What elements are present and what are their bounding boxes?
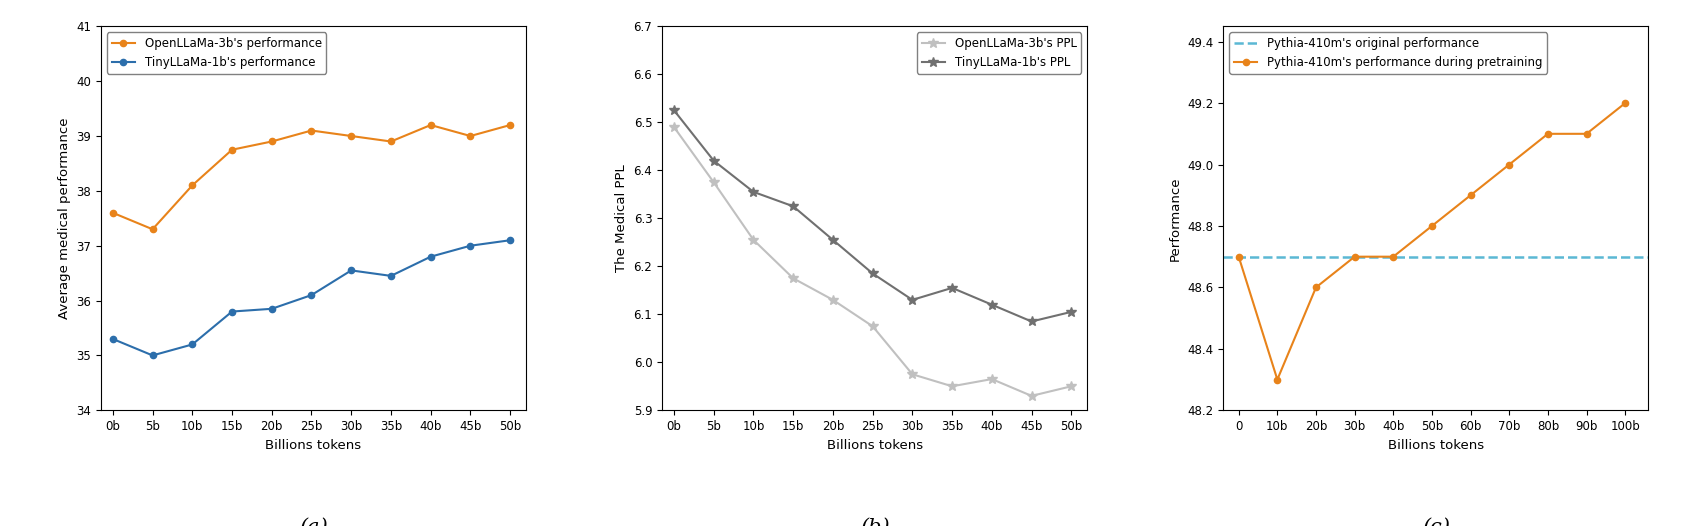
TinyLLaMa-1b's PPL bbox=[1021, 318, 1041, 325]
Pythia-410m's original performance bbox=[1228, 254, 1248, 260]
Pythia-410m's performance during pretraining bbox=[1305, 284, 1325, 290]
OpenLLaMa-3b's PPL bbox=[982, 376, 1002, 382]
TinyLLaMa-1b's performance bbox=[182, 341, 202, 348]
TinyLLaMa-1b's performance bbox=[301, 292, 321, 298]
Pythia-410m's original performance bbox=[1233, 254, 1253, 260]
TinyLLaMa-1b's performance bbox=[222, 308, 242, 315]
X-axis label: Billions tokens: Billions tokens bbox=[1388, 439, 1484, 451]
Pythia-410m's performance during pretraining bbox=[1499, 161, 1519, 168]
Pythia-410m's performance during pretraining bbox=[1615, 100, 1635, 106]
Line: TinyLLaMa-1b's PPL: TinyLLaMa-1b's PPL bbox=[669, 105, 1076, 326]
OpenLLaMa-3b's performance bbox=[222, 147, 242, 153]
OpenLLaMa-3b's performance bbox=[262, 138, 283, 145]
Legend: OpenLLaMa-3b's performance, TinyLLaMa-1b's performance: OpenLLaMa-3b's performance, TinyLLaMa-1b… bbox=[108, 32, 326, 74]
Y-axis label: The Medical PPL: The Medical PPL bbox=[616, 165, 627, 272]
Y-axis label: Performance: Performance bbox=[1169, 176, 1182, 260]
Line: TinyLLaMa-1b's performance: TinyLLaMa-1b's performance bbox=[109, 237, 513, 359]
Y-axis label: Average medical performance: Average medical performance bbox=[57, 117, 71, 319]
X-axis label: Billions tokens: Billions tokens bbox=[266, 439, 362, 451]
TinyLLaMa-1b's PPL bbox=[664, 107, 685, 114]
Line: OpenLLaMa-3b's performance: OpenLLaMa-3b's performance bbox=[109, 122, 513, 232]
OpenLLaMa-3b's performance bbox=[420, 122, 441, 128]
TinyLLaMa-1b's performance bbox=[461, 242, 481, 249]
Legend: OpenLLaMa-3b's PPL, TinyLLaMa-1b's PPL: OpenLLaMa-3b's PPL, TinyLLaMa-1b's PPL bbox=[917, 32, 1082, 74]
Pythia-410m's performance during pretraining bbox=[1228, 254, 1248, 260]
TinyLLaMa-1b's PPL bbox=[863, 270, 883, 277]
OpenLLaMa-3b's PPL bbox=[784, 275, 804, 281]
OpenLLaMa-3b's PPL bbox=[743, 237, 764, 243]
OpenLLaMa-3b's performance bbox=[103, 210, 123, 216]
TinyLLaMa-1b's PPL bbox=[743, 189, 764, 195]
TinyLLaMa-1b's performance bbox=[143, 352, 163, 359]
TinyLLaMa-1b's performance bbox=[262, 306, 283, 312]
OpenLLaMa-3b's PPL bbox=[1061, 383, 1082, 389]
TinyLLaMa-1b's PPL bbox=[784, 203, 804, 209]
OpenLLaMa-3b's performance bbox=[143, 226, 163, 232]
TinyLLaMa-1b's PPL bbox=[1061, 309, 1082, 315]
OpenLLaMa-3b's performance bbox=[341, 133, 362, 139]
OpenLLaMa-3b's PPL bbox=[1021, 393, 1041, 399]
X-axis label: Billions tokens: Billions tokens bbox=[826, 439, 923, 451]
OpenLLaMa-3b's PPL bbox=[902, 371, 922, 378]
TinyLLaMa-1b's performance bbox=[341, 267, 362, 274]
TinyLLaMa-1b's PPL bbox=[822, 237, 843, 243]
TinyLLaMa-1b's performance bbox=[380, 272, 400, 279]
OpenLLaMa-3b's PPL bbox=[703, 179, 723, 186]
TinyLLaMa-1b's PPL bbox=[942, 285, 962, 291]
OpenLLaMa-3b's performance bbox=[182, 182, 202, 188]
TinyLLaMa-1b's PPL bbox=[703, 158, 723, 164]
TinyLLaMa-1b's PPL bbox=[982, 301, 1002, 308]
Text: (a): (a) bbox=[299, 518, 328, 526]
Line: OpenLLaMa-3b's PPL: OpenLLaMa-3b's PPL bbox=[669, 122, 1076, 401]
Pythia-410m's performance during pretraining bbox=[1460, 192, 1480, 198]
Line: Pythia-410m's performance during pretraining: Pythia-410m's performance during pretrai… bbox=[1236, 100, 1628, 383]
OpenLLaMa-3b's performance bbox=[461, 133, 481, 139]
TinyLLaMa-1b's performance bbox=[500, 237, 520, 244]
Pythia-410m's performance during pretraining bbox=[1421, 223, 1441, 229]
Legend: Pythia-410m's original performance, Pythia-410m's performance during pretraining: Pythia-410m's original performance, Pyth… bbox=[1230, 32, 1547, 74]
TinyLLaMa-1b's performance bbox=[103, 336, 123, 342]
Text: (b): (b) bbox=[860, 518, 890, 526]
OpenLLaMa-3b's performance bbox=[301, 127, 321, 134]
OpenLLaMa-3b's PPL bbox=[863, 323, 883, 329]
TinyLLaMa-1b's performance bbox=[420, 254, 441, 260]
OpenLLaMa-3b's performance bbox=[500, 122, 520, 128]
Text: (c): (c) bbox=[1421, 518, 1450, 526]
OpenLLaMa-3b's PPL bbox=[822, 297, 843, 303]
OpenLLaMa-3b's performance bbox=[380, 138, 400, 145]
Pythia-410m's performance during pretraining bbox=[1383, 254, 1403, 260]
TinyLLaMa-1b's PPL bbox=[902, 297, 922, 303]
Pythia-410m's performance during pretraining bbox=[1344, 254, 1364, 260]
Pythia-410m's performance during pretraining bbox=[1576, 130, 1596, 137]
OpenLLaMa-3b's PPL bbox=[942, 383, 962, 389]
Pythia-410m's performance during pretraining bbox=[1267, 377, 1287, 383]
Pythia-410m's performance during pretraining bbox=[1537, 130, 1558, 137]
OpenLLaMa-3b's PPL bbox=[664, 124, 685, 130]
